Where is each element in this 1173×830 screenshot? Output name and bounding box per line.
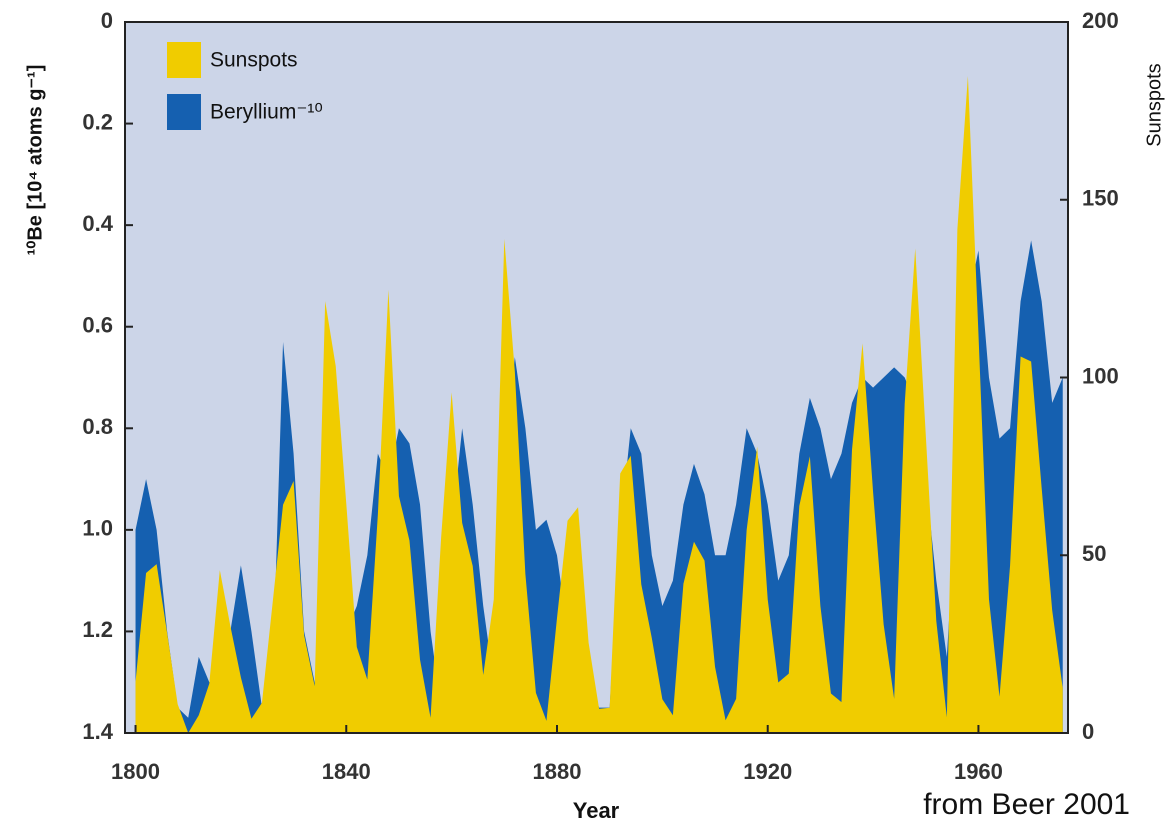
y-tick-label: 1.0 [82,516,113,541]
x-axis-label: Year [573,798,620,823]
y2-tick-label: 150 [1082,186,1119,211]
area [135,76,1063,733]
legend-label: Beryllium⁻¹⁰ [210,101,323,124]
y2-axis-label: Sunspots [1143,63,1165,146]
x-tick-label: 1800 [111,759,160,784]
x-tick-label: 1880 [533,759,582,784]
x-tick-label: 1960 [954,759,1003,784]
y2-tick-label: 50 [1082,541,1106,566]
y-tick-label: 0.8 [82,414,113,439]
y-tick-label: 1.2 [82,617,113,642]
y-tick-label: 0.2 [82,109,113,134]
area [135,240,1063,733]
y2-tick-label: 0 [1082,719,1094,744]
y-tick-label: 0 [101,8,113,33]
y2-tick-label: 200 [1082,8,1119,33]
legend-swatch [167,42,201,78]
y-tick-label: 1.4 [82,719,113,744]
x-tick-label: 1920 [743,759,792,784]
legend-swatch [167,94,201,130]
y-axis-label: ¹⁰Be [10⁴ atoms g⁻¹] [24,65,46,256]
x-tick-label: 1840 [322,759,371,784]
y2-tick-label: 100 [1082,363,1119,388]
y-tick-label: 0.4 [82,211,113,236]
legend-label: Sunspots [210,49,298,72]
y-tick-label: 0.6 [82,313,113,338]
annotation: from Beer 2001 [923,788,1130,821]
